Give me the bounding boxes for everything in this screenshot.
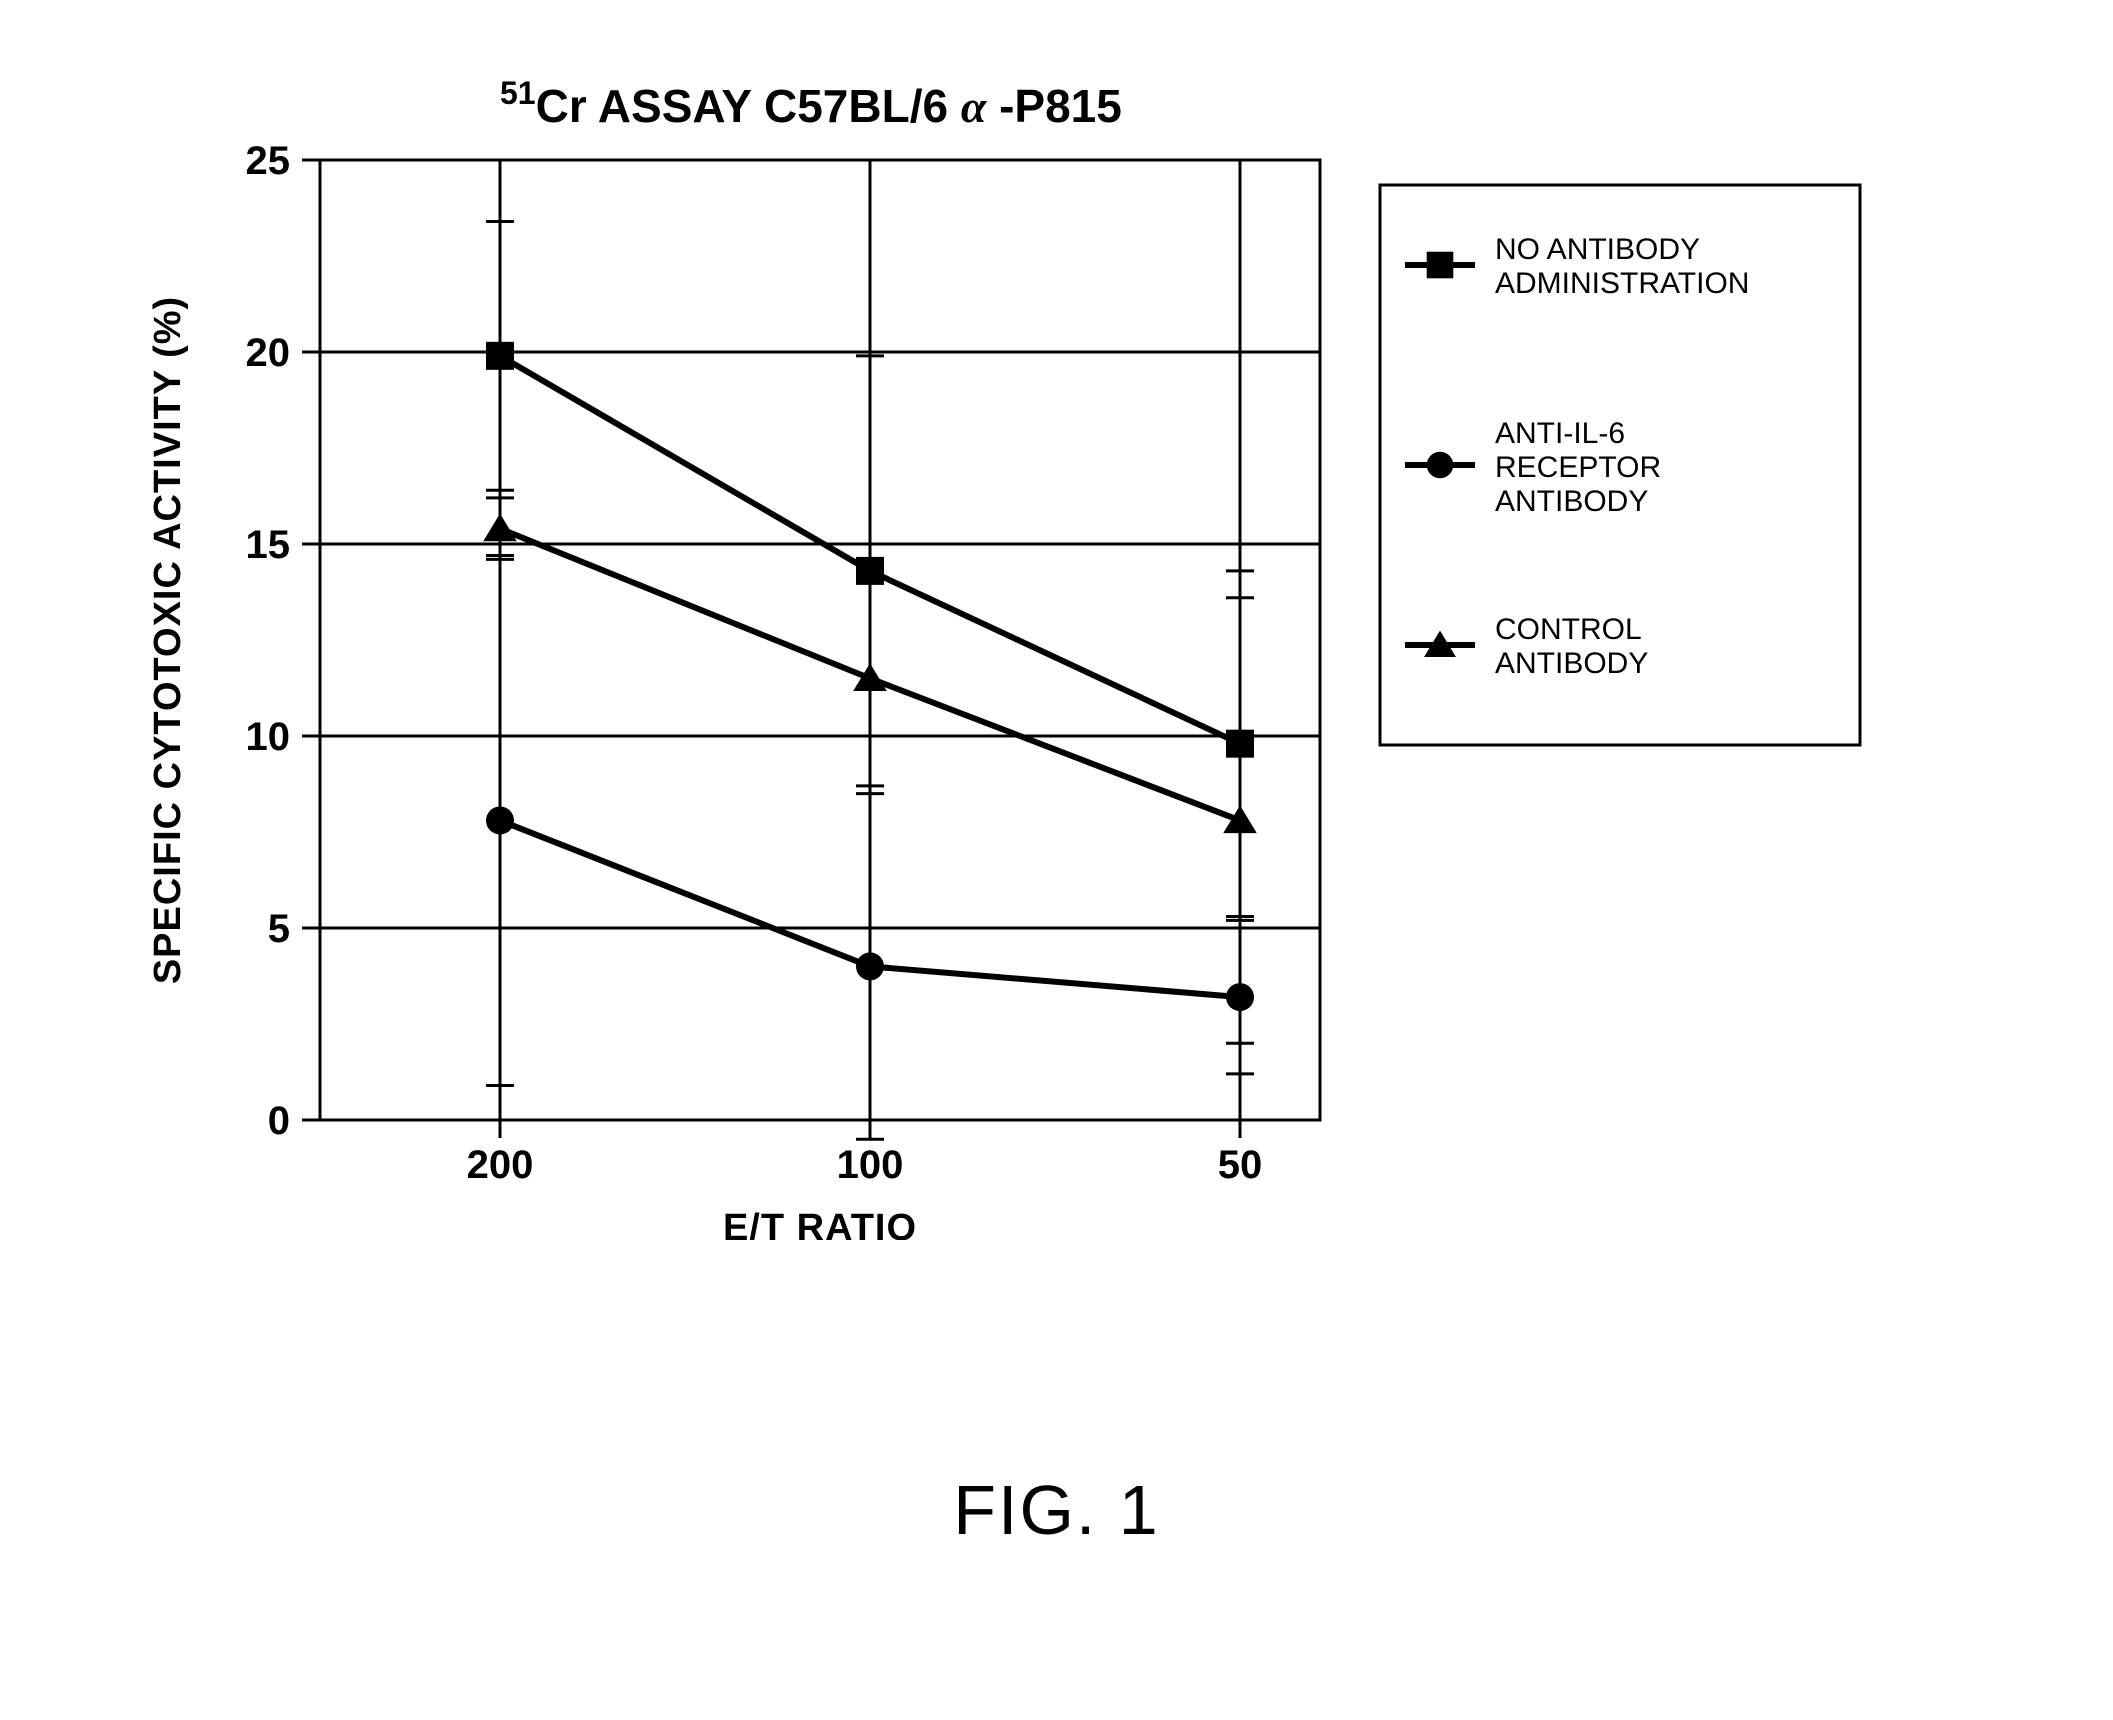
ytick-label: 5 bbox=[268, 907, 290, 951]
circle-marker-icon bbox=[1226, 983, 1254, 1011]
chart-svg: 51Cr ASSAY C57BL/6 α -P815 0 5 10 15 20 25 200 1… bbox=[100, 40, 2000, 1240]
svg-text:51Cr ASSAY C57BL/6 α -P815: 51Cr ASSAY C57BL/6 α -P815 bbox=[500, 75, 1122, 132]
ytick-label: 25 bbox=[246, 139, 291, 183]
legend-label: ANTIBODY bbox=[1495, 647, 1648, 680]
legend-square-icon bbox=[1427, 252, 1454, 279]
legend-circle-icon bbox=[1427, 452, 1454, 479]
circle-marker-icon bbox=[486, 806, 514, 834]
legend-label: CONTROL bbox=[1495, 613, 1642, 646]
page: 51Cr ASSAY C57BL/6 α -P815 0 5 10 15 20 25 200 1… bbox=[0, 0, 2113, 1720]
chart-title: 51Cr ASSAY C57BL/6 α -P815 bbox=[500, 75, 1122, 132]
legend-label: ANTIBODY bbox=[1495, 485, 1648, 518]
circle-marker-icon bbox=[856, 952, 884, 980]
legend: NO ANTIBODYADMINISTRATION ANTI-IL-6RECEPT… bbox=[1380, 185, 1860, 745]
xtick-label: 50 bbox=[1218, 1143, 1263, 1187]
x-axis-label: E/T RATIO bbox=[723, 1207, 917, 1240]
ytick-label: 15 bbox=[246, 523, 291, 567]
ytick-label: 20 bbox=[246, 331, 291, 375]
ytick-label: 10 bbox=[246, 715, 291, 759]
figure-caption: FIG. 1 bbox=[0, 1470, 2113, 1550]
xtick-label: 100 bbox=[837, 1143, 904, 1187]
legend-label: ANTI-IL-6 bbox=[1495, 417, 1625, 450]
xtick-label: 200 bbox=[467, 1143, 534, 1187]
legend-label: NO ANTIBODY bbox=[1495, 233, 1700, 266]
square-marker-icon bbox=[486, 342, 514, 370]
chart-container: 51Cr ASSAY C57BL/6 α -P815 0 5 10 15 20 25 200 1… bbox=[100, 40, 2000, 1340]
y-axis-label: SPECIFIC CYTOTOXIC ACTIVITY (%) bbox=[147, 296, 189, 984]
legend-label: ADMINISTRATION bbox=[1495, 267, 1749, 300]
square-marker-icon bbox=[856, 557, 884, 585]
square-marker-icon bbox=[1226, 730, 1254, 758]
legend-label: RECEPTOR bbox=[1495, 451, 1661, 484]
ytick-label: 0 bbox=[268, 1099, 290, 1143]
